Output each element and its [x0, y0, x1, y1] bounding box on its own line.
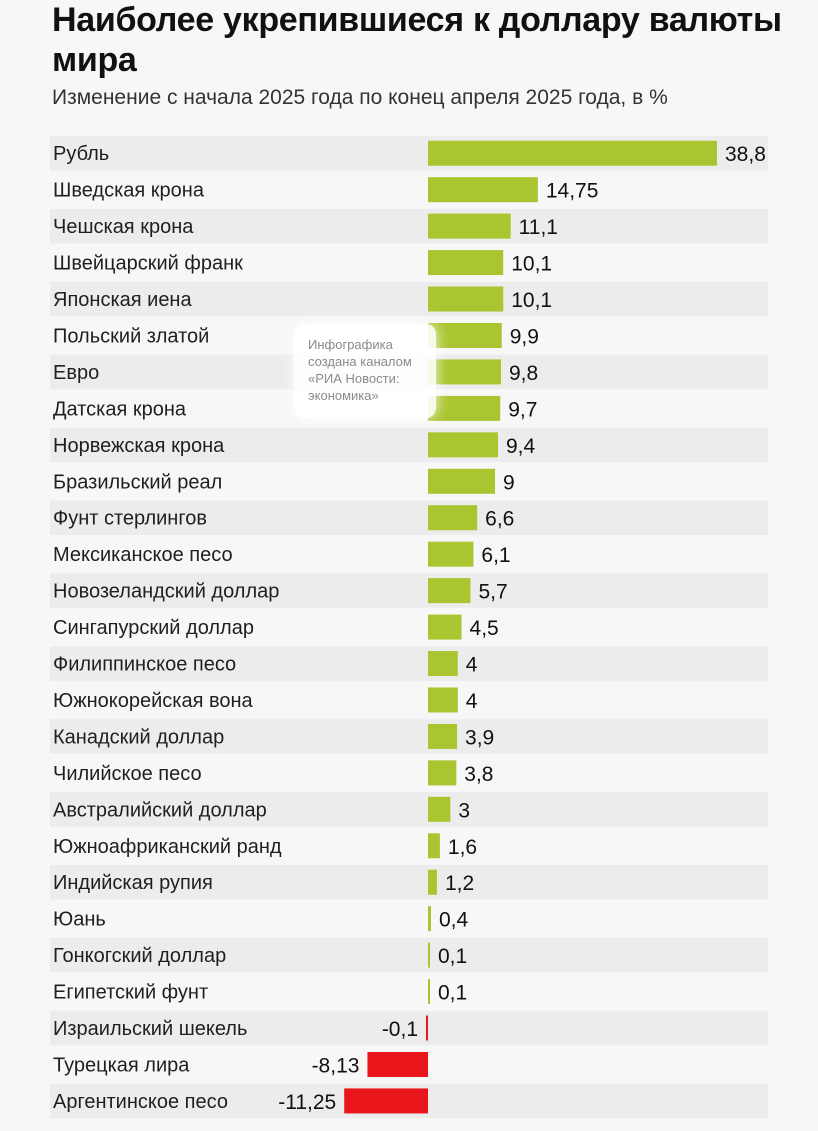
value-label: 10,1: [511, 289, 552, 312]
value-label: 3,9: [465, 726, 494, 749]
row-stripe: [50, 1010, 768, 1046]
value-label: 9,4: [506, 435, 536, 458]
value-label: 9: [503, 471, 515, 494]
bar: [428, 723, 458, 749]
value-label: 14,75: [546, 180, 599, 203]
category-label: Чилийское песо: [53, 763, 202, 785]
bar: [428, 942, 430, 968]
category-label: Польский златой: [53, 325, 209, 347]
value-label: 9,7: [508, 398, 537, 421]
value-label: 1,2: [445, 872, 474, 895]
chart-title: Наиболее укрепившиеся к доллару валюты м…: [52, 1, 782, 79]
bar: [428, 177, 538, 203]
category-label: Новозеландский доллар: [53, 581, 279, 603]
bar: [428, 869, 437, 895]
bar: [428, 250, 504, 276]
value-label: 9,9: [510, 325, 539, 348]
bar: [428, 614, 462, 640]
bar: [428, 833, 440, 859]
value-label: 1,6: [448, 836, 477, 859]
bar: [344, 1088, 428, 1114]
value-label: 11,1: [519, 216, 558, 239]
value-label: -11,25: [278, 1091, 336, 1114]
category-label: Индийская рупия: [53, 872, 213, 894]
category-label: Канадский доллар: [53, 726, 224, 748]
category-label: Чешская крона: [53, 216, 194, 238]
value-label: 0,1: [438, 982, 467, 1005]
category-label: Фунт стерлингов: [53, 508, 207, 530]
bar: [428, 432, 499, 458]
row-stripe: [50, 427, 768, 463]
value-label: -0,1: [382, 1018, 418, 1041]
bar: [428, 395, 501, 421]
row-stripe: [50, 937, 768, 973]
value-label: 6,1: [481, 544, 510, 567]
bar: [428, 687, 458, 713]
value-label: 5,7: [478, 581, 507, 604]
value-label: 6,6: [485, 508, 514, 531]
category-label: Норвежская крона: [53, 435, 225, 457]
bar: [428, 468, 496, 494]
bar: [428, 140, 717, 166]
bar: [367, 1051, 428, 1077]
value-label: 4: [466, 654, 478, 677]
value-label: 10,1: [511, 253, 552, 276]
bar: [428, 541, 474, 567]
category-label: Израильский шекель: [53, 1018, 247, 1040]
category-label: Сингапурский доллар: [53, 617, 254, 639]
watermark-text: Инфографика создана каналом «РИА Новости…: [308, 337, 412, 403]
value-label: 0,4: [439, 909, 469, 932]
category-label: Гонкогский доллар: [53, 945, 226, 967]
bar: [428, 213, 511, 239]
category-label: Евро: [53, 362, 99, 384]
bar: [428, 760, 457, 786]
watermark: Инфографика создана каналом «РИА Новости…: [294, 324, 436, 418]
bar: [428, 651, 458, 677]
category-label: Аргентинское песо: [53, 1091, 228, 1113]
row-stripe: [50, 719, 768, 754]
row-stripe: [50, 573, 768, 608]
bar: [428, 286, 504, 312]
category-label: Юань: [53, 909, 106, 931]
value-label: 0,1: [438, 945, 467, 968]
category-label: Южнокорейская вона: [53, 690, 254, 712]
value-label: 3,8: [464, 763, 493, 786]
category-label: Швейцарский франк: [53, 253, 243, 275]
row-stripe: [50, 646, 768, 681]
category-label: Бразильский реал: [53, 471, 222, 493]
value-label: 38,8: [725, 143, 766, 166]
row-stripe: [50, 208, 768, 244]
category-label: Японская иена: [53, 289, 192, 311]
row-stripe: [50, 792, 768, 827]
bar: [428, 796, 451, 822]
row-stripe: [50, 500, 768, 535]
category-label: Турецкая лира: [53, 1054, 190, 1076]
category-label: Датская крона: [53, 398, 187, 420]
category-label: Египетский фунт: [53, 982, 208, 1004]
value-label: 9,8: [509, 362, 538, 385]
bar: [428, 906, 431, 932]
value-label: 3: [458, 799, 470, 822]
chart-subtitle: Изменение с начала 2025 года по конец ап…: [52, 86, 668, 109]
bar: [428, 979, 430, 1005]
category-label: Мексиканское песо: [53, 544, 233, 566]
category-label: Южноафриканский ранд: [53, 836, 282, 858]
bar: [428, 359, 501, 385]
value-label: 4,5: [470, 617, 499, 640]
category-label: Филиппинское песо: [53, 654, 236, 676]
value-label: 4: [466, 690, 478, 713]
bar: [428, 322, 502, 348]
category-label: Шведская крона: [53, 180, 205, 202]
row-stripe: [50, 281, 768, 317]
row-stripe: [50, 865, 768, 900]
value-label: -8,13: [312, 1054, 360, 1077]
category-label: Рубль: [53, 143, 109, 165]
bar: [428, 578, 471, 604]
bar: [428, 505, 478, 531]
bar: [426, 1015, 428, 1041]
category-label: Австралийский доллар: [53, 799, 267, 821]
